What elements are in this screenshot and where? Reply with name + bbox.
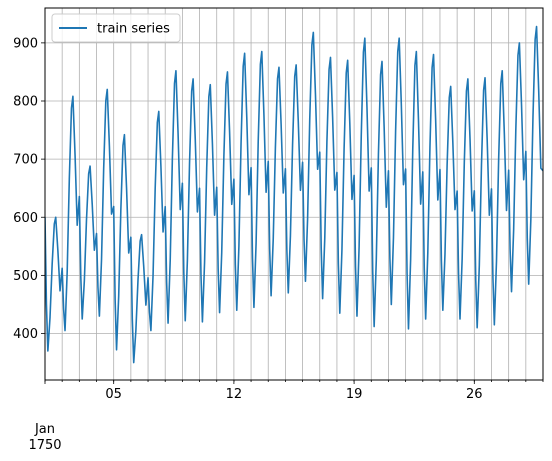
y-tick-label: 500 [13,269,38,284]
y-axis: 400 500 600 700 800 900 [13,36,45,342]
legend-entry-label: train series [97,22,170,37]
y-tick-label: 900 [13,36,38,51]
y-tick-label: 700 [13,153,38,168]
x-axis: 05 12 19 26 [44,380,544,402]
legend: train series [51,13,181,43]
plot-frame [44,7,544,381]
x-tick-label: 26 [466,387,483,402]
y-tick-label: 400 [13,327,38,342]
series-layer [45,25,543,364]
legend-box [51,13,181,43]
y-tick-label: 600 [13,211,38,226]
y-tick-label: 800 [13,95,38,110]
grid-lines [44,8,544,380]
series-line-train-series [45,25,543,364]
x-tick-label: 05 [105,387,122,402]
x-tick-label: 19 [346,387,363,402]
x-year-label: 1750 [28,438,61,453]
x-tick-label: 12 [226,387,243,402]
x-month-label: Jan [34,422,55,437]
